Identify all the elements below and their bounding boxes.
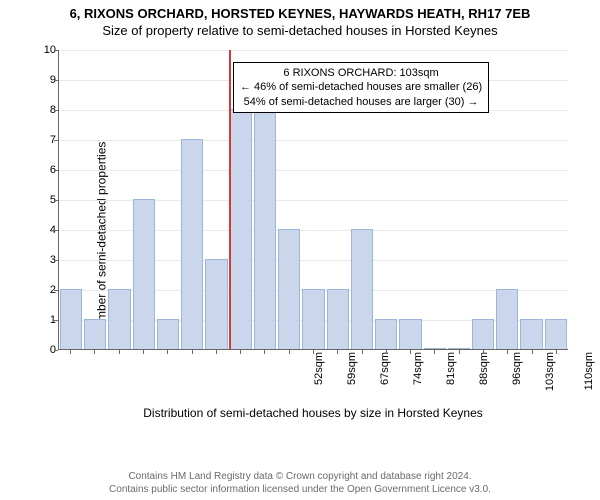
bar xyxy=(157,319,179,349)
bar xyxy=(230,109,252,349)
x-tick-mark xyxy=(313,350,314,354)
x-tick-mark xyxy=(532,350,533,354)
x-tick-mark xyxy=(119,350,120,354)
footer-line2: Contains public sector information licen… xyxy=(0,483,600,496)
x-tick-mark xyxy=(483,350,484,354)
bar xyxy=(399,319,421,349)
x-tick-label: 110sqm xyxy=(583,352,595,390)
x-tick-label: 52sqm xyxy=(313,352,325,385)
bar xyxy=(496,289,518,349)
x-tick-mark xyxy=(94,350,95,354)
x-tick-label: 88sqm xyxy=(478,352,490,385)
x-axis-label: Distribution of semi-detached houses by … xyxy=(58,406,568,420)
x-tick-label: 96sqm xyxy=(511,352,523,385)
annotation-line1: 6 RIXONS ORCHARD: 103sqm xyxy=(240,66,482,80)
bar xyxy=(205,259,227,349)
bar xyxy=(448,348,470,349)
x-tick-mark xyxy=(289,350,290,354)
annotation-line3: 54% of semi-detached houses are larger (… xyxy=(240,95,482,109)
bar xyxy=(424,348,446,349)
x-tick-mark xyxy=(507,350,508,354)
x-tick-label: 74sqm xyxy=(412,352,424,385)
x-tick-mark xyxy=(167,350,168,354)
x-tick-label: 59sqm xyxy=(346,352,358,385)
x-tick-mark xyxy=(192,350,193,354)
x-tick-mark xyxy=(240,350,241,354)
annotation-box: 6 RIXONS ORCHARD: 103sqm ← 46% of semi-d… xyxy=(233,62,489,113)
highlight-marker-line xyxy=(229,50,231,349)
bar xyxy=(108,289,130,349)
bar xyxy=(520,319,542,349)
x-tick-mark xyxy=(386,350,387,354)
x-tick-mark xyxy=(70,350,71,354)
plot-area: 6 RIXONS ORCHARD: 103sqm ← 46% of semi-d… xyxy=(58,50,568,350)
bar xyxy=(472,319,494,349)
bar xyxy=(327,289,349,349)
x-tick-mark xyxy=(264,350,265,354)
bar xyxy=(254,109,276,349)
annotation-line2: ← 46% of semi-detached houses are smalle… xyxy=(240,80,482,94)
chart-container: Number of semi-detached properties 01234… xyxy=(0,44,600,434)
x-tick-label: 103sqm xyxy=(544,352,556,391)
x-tick-mark xyxy=(556,350,557,354)
y-tick-mark xyxy=(54,350,58,351)
bar xyxy=(133,199,155,349)
x-tick-mark xyxy=(434,350,435,354)
bar xyxy=(545,319,567,349)
x-tick-mark xyxy=(216,350,217,354)
x-tick-mark xyxy=(143,350,144,354)
bar xyxy=(84,319,106,349)
x-tick-mark xyxy=(362,350,363,354)
x-tick-mark xyxy=(410,350,411,354)
bar xyxy=(351,229,373,349)
x-tick-mark xyxy=(337,350,338,354)
x-tick-label: 81sqm xyxy=(445,352,457,385)
x-tick-label: 67sqm xyxy=(379,352,391,385)
bar xyxy=(278,229,300,349)
bar xyxy=(181,139,203,349)
page-title-address: 6, RIXONS ORCHARD, HORSTED KEYNES, HAYWA… xyxy=(0,6,600,21)
footer-attribution: Contains HM Land Registry data © Crown c… xyxy=(0,470,600,496)
page-subtitle: Size of property relative to semi-detach… xyxy=(0,23,600,38)
bar xyxy=(60,289,82,349)
footer-line1: Contains HM Land Registry data © Crown c… xyxy=(0,470,600,483)
bar xyxy=(375,319,397,349)
x-tick-mark xyxy=(459,350,460,354)
bar xyxy=(302,289,324,349)
